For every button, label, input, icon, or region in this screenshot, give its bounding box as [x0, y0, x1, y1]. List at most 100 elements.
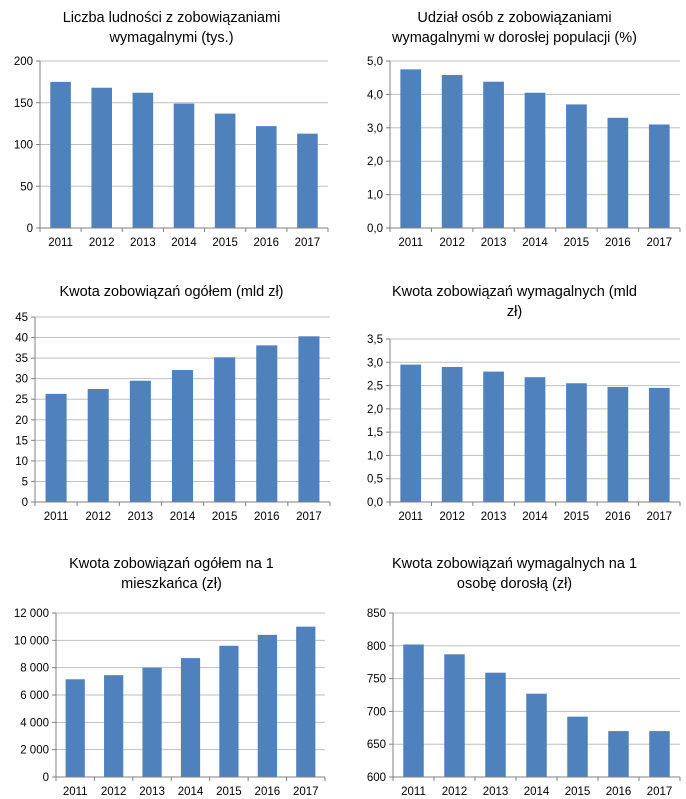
bar — [444, 654, 465, 777]
bar-chart: 0 5 10 15 20 25 30 35 40 45 2011 2012 2013 2014 2015 20… — [15, 312, 331, 523]
x-tick-label: 2015 — [216, 786, 242, 798]
bar — [45, 393, 67, 502]
chart-title: Kwota zobowiązań ogółem (mld zł) — [59, 284, 284, 300]
bar — [608, 731, 629, 777]
x-tick-label: 2014 — [170, 511, 196, 523]
y-tick-label: 150 — [14, 98, 33, 110]
x-tick-label: 2014 — [524, 786, 550, 798]
x-tick-label: 2017 — [646, 237, 672, 249]
x-tick-label: 2016 — [606, 786, 632, 798]
chart-liczba-ludnosci: Liczba ludności z zobowiązaniami wymagal… — [0, 0, 343, 266]
bar — [524, 92, 546, 228]
bar — [441, 366, 463, 502]
y-tick-label: 1,0 — [367, 450, 383, 462]
y-tick-label: 4,0 — [367, 89, 383, 101]
y-tick-label: 850 — [367, 608, 386, 620]
bar — [132, 92, 154, 228]
x-tick-label: 2013 — [483, 786, 509, 798]
chart-title: Liczba ludności z zobowiązaniami wymagal… — [62, 10, 281, 46]
bar-chart: 0 2 000 4 000 6 000 8 000 10 000 12 000 2011 201… — [14, 608, 326, 798]
y-tick-label: 0 — [27, 223, 33, 235]
bar — [567, 716, 588, 777]
bar — [607, 117, 629, 228]
bar — [441, 75, 463, 228]
bar — [648, 387, 670, 502]
x-tick-label: 2012 — [439, 511, 465, 523]
x-tick-label: 2013 — [481, 237, 507, 249]
y-tick-label: 750 — [367, 674, 386, 686]
bar — [526, 693, 547, 777]
bar — [483, 371, 504, 502]
x-tick-label: 2014 — [171, 237, 197, 249]
x-tick-label: 2017 — [647, 786, 673, 798]
x-tick-label: 2011 — [398, 511, 423, 523]
x-tick-label: 2011 — [398, 237, 423, 249]
bar-chart: 0,0 1,0 2,0 3,0 4,0 5,0 2011 2012 2013 2014 2015 20… — [367, 56, 681, 249]
bar — [403, 644, 424, 777]
y-tick-label: 12 000 — [14, 608, 49, 620]
x-tick-label: 2016 — [255, 786, 281, 798]
y-tick-label: 5 — [22, 476, 28, 488]
bar — [104, 675, 124, 777]
bar — [180, 658, 201, 777]
bar — [649, 731, 670, 777]
bar — [173, 103, 195, 228]
bar — [171, 370, 194, 502]
y-tick-label: 3,5 — [367, 334, 383, 346]
x-tick-label: 2012 — [442, 786, 468, 798]
bar — [400, 69, 422, 228]
x-tick-label: 2012 — [439, 237, 465, 249]
bar — [65, 679, 85, 777]
bar — [219, 645, 239, 777]
y-tick-label: 3,0 — [367, 123, 383, 135]
y-tick-label: 2 000 — [20, 745, 49, 757]
bar — [648, 124, 670, 228]
bar — [129, 380, 151, 502]
x-tick-label: 2015 — [564, 511, 590, 523]
bar — [524, 377, 546, 502]
y-tick-label: 4 000 — [20, 717, 49, 729]
bar-chart: 600 650 700 750 800 850 2011 2012 2013 2014 2015 20… — [367, 608, 681, 798]
chart-udzial-osob: Udział osób z zobowiązaniami wymagalnymi… — [343, 0, 686, 266]
x-tick-label: 2013 — [139, 786, 165, 798]
x-tick-label: 2013 — [128, 511, 154, 523]
x-tick-label: 2016 — [253, 237, 279, 249]
y-tick-label: 5,0 — [367, 56, 383, 68]
y-tick-label: 2,0 — [367, 156, 383, 168]
y-tick-label: 700 — [367, 706, 386, 718]
x-tick-label: 2011 — [63, 786, 88, 798]
bar — [566, 104, 587, 228]
chart-kwota-wymagalnych: Kwota zobowiązań wymagalnych (mld zł) 0,… — [343, 266, 686, 532]
x-tick-label: 2015 — [212, 511, 238, 523]
bar — [256, 126, 277, 228]
y-tick-label: 0,0 — [367, 497, 383, 509]
bar — [400, 364, 422, 502]
bar — [257, 634, 277, 777]
chart-title: Kwota zobowiązań ogółem na 1 mieszkańca … — [69, 556, 274, 592]
y-tick-label: 1,0 — [367, 190, 383, 202]
bar — [87, 388, 109, 502]
y-tick-label: 20 — [15, 415, 28, 427]
y-tick-label: 15 — [15, 435, 28, 447]
x-tick-label: 2013 — [481, 511, 507, 523]
x-tick-label: 2014 — [178, 786, 204, 798]
x-tick-label: 2016 — [254, 511, 280, 523]
x-tick-label: 2016 — [605, 237, 631, 249]
bar — [298, 336, 320, 502]
y-tick-label: 6 000 — [20, 690, 49, 702]
x-tick-label: 2011 — [401, 786, 426, 798]
y-tick-label: 650 — [367, 739, 386, 751]
y-tick-label: 10 000 — [14, 635, 49, 647]
bar — [297, 133, 318, 228]
bar — [256, 345, 278, 502]
chart-kwota-na-mieszkanca: Kwota zobowiązań ogółem na 1 mieszkańca … — [0, 532, 343, 798]
chart-title: Kwota zobowiązań wymagalnych (mld zł) — [392, 284, 637, 320]
y-tick-label: 10 — [15, 456, 28, 468]
bar-chart: 0 50 100 150 200 2011 2012 2013 2014 2015 2016 2017 — [14, 56, 329, 249]
x-tick-label: 2014 — [522, 237, 548, 249]
y-tick-label: 600 — [367, 772, 386, 784]
x-tick-label: 2017 — [293, 786, 319, 798]
y-tick-label: 0,0 — [367, 223, 383, 235]
bar — [566, 383, 587, 502]
x-tick-label: 2016 — [605, 511, 631, 523]
